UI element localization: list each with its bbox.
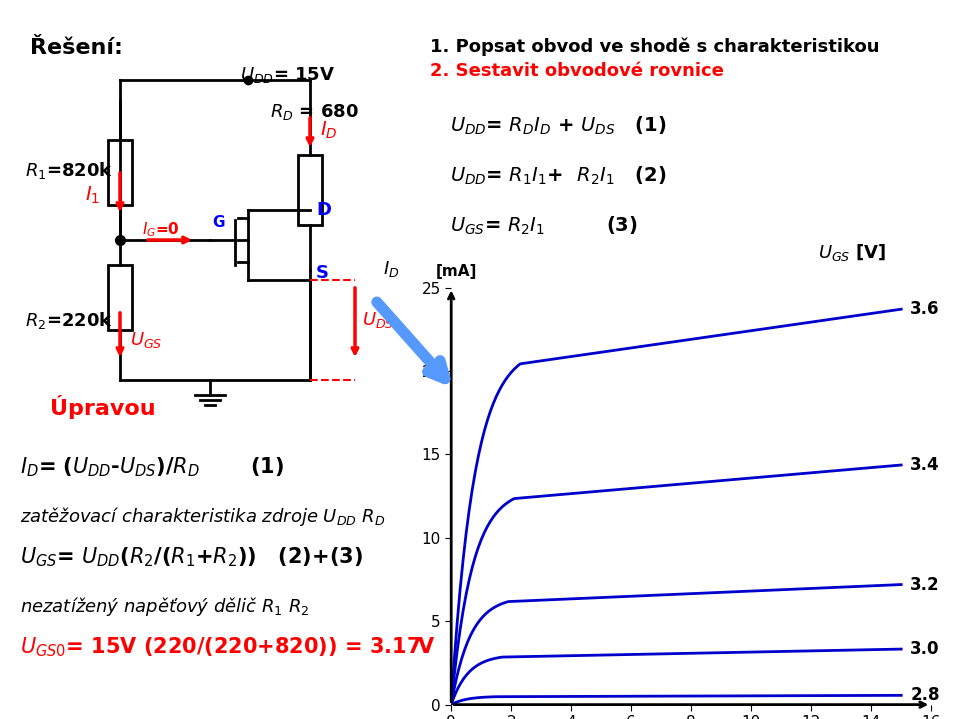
Text: $U_{GS}$= $R_2$$I_1$         (3): $U_{GS}$= $R_2$$I_1$ (3) <box>450 215 637 237</box>
Text: $U_{GS0}$= 15V (220/(220+820)) = 3.17V: $U_{GS0}$= 15V (220/(220+820)) = 3.17V <box>20 635 436 659</box>
Text: S: S <box>316 264 329 282</box>
Text: $U_{DS}$: $U_{DS}$ <box>362 310 395 330</box>
Text: 3.4: 3.4 <box>910 456 940 474</box>
Text: 3.6: 3.6 <box>910 300 940 319</box>
Text: 1. Popsat obvod ve shodě s charakteristikou: 1. Popsat obvod ve shodě s charakteristi… <box>430 38 879 57</box>
Text: Řešení:: Řešení: <box>30 38 123 58</box>
Text: $I_D$: $I_D$ <box>383 260 399 279</box>
Text: $R_1$=820k: $R_1$=820k <box>25 160 113 181</box>
Text: $I_1$: $I_1$ <box>85 184 100 206</box>
Text: $U_{GS}$ [V]: $U_{GS}$ [V] <box>818 242 886 262</box>
Bar <box>108 140 132 205</box>
Text: $U_{DD}$= $R_D$$I_D$ + $U_{DS}$   (1): $U_{DD}$= $R_D$$I_D$ + $U_{DS}$ (1) <box>450 115 666 137</box>
Text: 3.2: 3.2 <box>910 575 940 594</box>
Text: 2.8: 2.8 <box>910 687 940 705</box>
Text: $R_2$=220k: $R_2$=220k <box>25 310 113 331</box>
Text: $U_{DD}$= $R_1$$I_1$+  $R_2$$I_1$   (2): $U_{DD}$= $R_1$$I_1$+ $R_2$$I_1$ (2) <box>450 165 666 188</box>
Text: $U_{GS}$: $U_{GS}$ <box>130 330 162 350</box>
Bar <box>108 265 132 330</box>
Text: $I_D$= ($U_{DD}$-$U_{DS}$)/$R_D$       (1): $I_D$= ($U_{DD}$-$U_{DS}$)/$R_D$ (1) <box>20 455 284 479</box>
Text: zatěžovací charakteristika zdroje $U_{DD}$ $R_D$: zatěžovací charakteristika zdroje $U_{DD… <box>20 505 385 528</box>
Text: 3.0: 3.0 <box>910 640 940 658</box>
Text: $R_D$ = 680: $R_D$ = 680 <box>270 102 359 122</box>
Text: $U_{DD}$= 15V: $U_{DD}$= 15V <box>240 65 335 85</box>
Text: $I_D$: $I_D$ <box>320 119 338 141</box>
Bar <box>298 155 322 225</box>
Text: $U_{GS}$= $U_{DD}$($R_2$/($R_1$+$R_2$))   (2)+(3): $U_{GS}$= $U_{DD}$($R_2$/($R_1$+$R_2$)) … <box>20 545 363 569</box>
Text: D: D <box>316 201 331 219</box>
Text: nezatížený napěťový dělič $R_1$ $R_2$: nezatížený napěťový dělič $R_1$ $R_2$ <box>20 595 309 618</box>
Text: Úpravou: Úpravou <box>50 395 156 419</box>
Text: [mA]: [mA] <box>436 265 477 279</box>
Text: 2. Sestavit obvodové rovnice: 2. Sestavit obvodové rovnice <box>430 62 724 80</box>
Text: G: G <box>212 215 225 230</box>
Text: $I_G$=0: $I_G$=0 <box>142 221 180 239</box>
